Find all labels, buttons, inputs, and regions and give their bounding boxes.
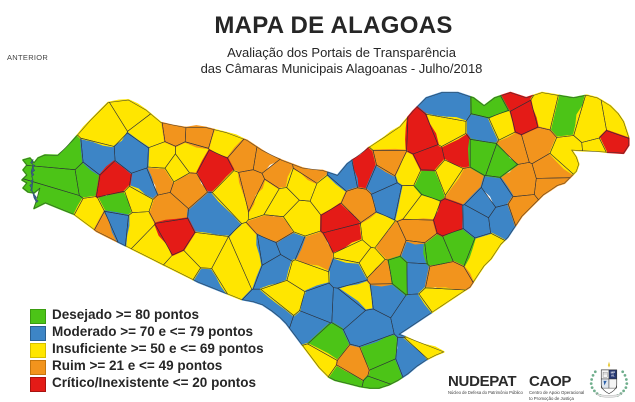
svg-text:AL: AL	[611, 374, 615, 378]
svg-text:MP: MP	[611, 371, 615, 375]
